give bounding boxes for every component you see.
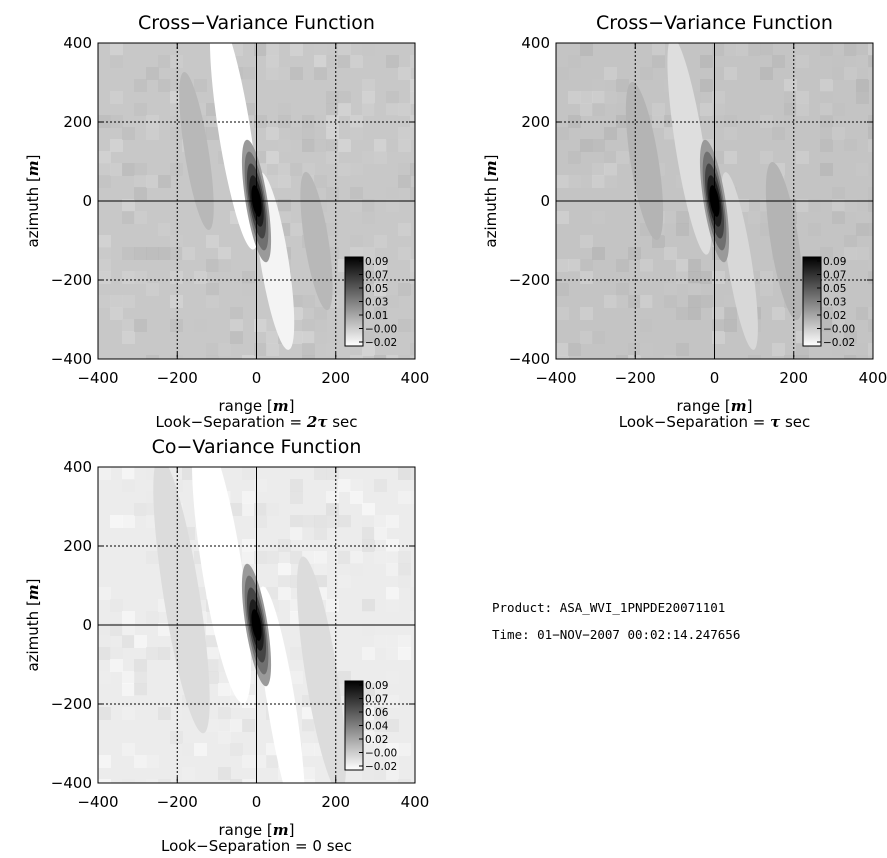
- colorbar-label: 0.07: [823, 270, 846, 282]
- x-tick-label: 200: [779, 369, 808, 387]
- x-tick-label: −400: [77, 369, 118, 387]
- colorbar-label: 0.05: [823, 283, 846, 295]
- y-axis-label: azimuth [m]: [24, 154, 42, 247]
- colorbar-label: −0.02: [365, 337, 397, 349]
- x-tick-label: 400: [401, 793, 430, 811]
- chart-title: Cross−Variance Function: [596, 12, 833, 34]
- colorbar-label: 0.02: [365, 734, 388, 746]
- colorbar-label: 0.07: [365, 270, 388, 282]
- side-lobe-4: [296, 556, 347, 783]
- y-tick-label: −400: [509, 350, 550, 368]
- colorbar-label: 0.07: [365, 694, 388, 706]
- y-tick-label: −400: [51, 774, 92, 792]
- x-tick-label: −200: [157, 369, 198, 387]
- side-lobe-2: [721, 172, 758, 350]
- x-tick-label: −200: [157, 793, 198, 811]
- y-tick-label: −200: [51, 271, 92, 289]
- look-separation-label: Look−Separation = 0 sec: [161, 837, 352, 855]
- x-tick-label: 200: [321, 793, 350, 811]
- y-tick-label: 200: [63, 113, 92, 131]
- look-separation-label: Look−Separation = 2τ sec: [156, 413, 358, 431]
- y-tick-label: 200: [521, 113, 550, 131]
- colorbar-label: 0.05: [365, 283, 388, 295]
- colorbar-label: 0.01: [365, 310, 388, 322]
- side-lobe-1: [192, 467, 251, 704]
- colorbar-label: 0.09: [365, 256, 388, 268]
- chart-panel-1: −400 400 −200 200 0 0 200 −200 400 −400 Cross−Vari…: [24, 12, 430, 431]
- colorbar-label: 0.09: [823, 256, 846, 268]
- chart-panel-3: −400 400 −200 200 0 0 200 −200 400 −400 Co−Varianc…: [24, 436, 430, 855]
- side-lobe-4: [300, 171, 333, 311]
- y-tick-label: 400: [63, 34, 92, 52]
- colorbar-label: 0.03: [365, 297, 388, 309]
- colorbar: 0.09 0.070.05 0.030.02 −0.00−0.02: [802, 256, 855, 349]
- x-tick-label: 200: [321, 369, 350, 387]
- side-lobe-3: [153, 467, 210, 734]
- y-tick-label: 200: [63, 537, 92, 555]
- side-lobe-1: [667, 43, 712, 255]
- colorbar-label: −0.00: [365, 748, 397, 760]
- y-tick-label: −200: [51, 695, 92, 713]
- x-tick-label: −200: [615, 369, 656, 387]
- x-tick-label: −400: [77, 793, 118, 811]
- colorbar-label: 0.06: [365, 707, 389, 719]
- chart-title: Cross−Variance Function: [138, 12, 375, 34]
- x-axis-label: range [m]: [219, 821, 295, 839]
- colorbar: 0.09 0.070.05 0.030.01 −0.00−0.02: [344, 256, 397, 349]
- x-tick-label: 0: [252, 369, 262, 387]
- chart-title: Co−Variance Function: [152, 436, 362, 458]
- colorbar-label: 0.04: [365, 721, 389, 733]
- x-axis-label: range [m]: [219, 397, 295, 415]
- product-info: Product: ASA_WVI_1PNPDE20071101: [492, 600, 726, 615]
- y-tick-label: 0: [540, 192, 550, 210]
- colorbar-label: −0.02: [365, 761, 397, 773]
- colorbar-label: −0.00: [365, 324, 397, 336]
- look-separation-label: Look−Separation = τ sec: [619, 413, 811, 431]
- chart-panel-2: −400 400 −200 200 0 0 200 −200 400 −400 Cross−Vari…: [482, 12, 887, 431]
- colorbar-label: −0.02: [823, 337, 855, 349]
- y-tick-label: 400: [63, 458, 92, 476]
- colorbar-label: 0.09: [365, 680, 388, 692]
- colorbar-label: 0.02: [823, 310, 846, 322]
- y-tick-label: −200: [509, 271, 550, 289]
- x-tick-label: 400: [859, 369, 887, 387]
- x-axis-label: range [m]: [677, 397, 753, 415]
- y-tick-label: 0: [82, 192, 92, 210]
- colorbar-label: 0.03: [823, 297, 846, 309]
- y-tick-label: −400: [51, 350, 92, 368]
- y-tick-label: 400: [521, 34, 550, 52]
- y-tick-label: 0: [82, 616, 92, 634]
- x-tick-label: 400: [401, 369, 430, 387]
- y-axis-label: azimuth [m]: [482, 154, 500, 247]
- colorbar-label: −0.00: [823, 324, 855, 336]
- side-lobe-3: [179, 71, 214, 231]
- y-axis-label: azimuth [m]: [24, 578, 42, 671]
- x-tick-label: −400: [535, 369, 576, 387]
- x-tick-label: 0: [252, 793, 262, 811]
- time-info: Time: 01−NOV−2007 00:02:14.247656: [492, 627, 741, 642]
- x-tick-label: 0: [710, 369, 720, 387]
- colorbar: 0.09 0.070.06 0.040.02 −0.00−0.02: [344, 680, 397, 773]
